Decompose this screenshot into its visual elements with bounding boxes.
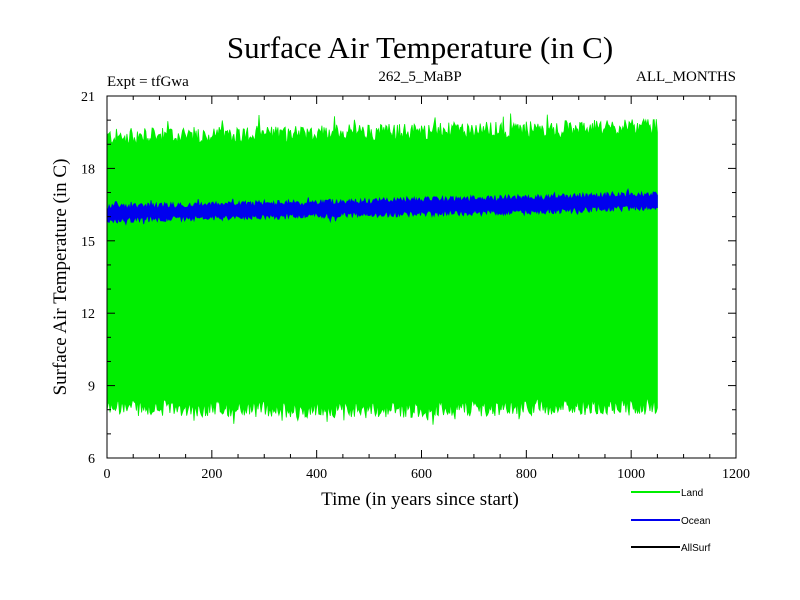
series-ocean-band — [106, 188, 658, 226]
x-tick-label: 800 — [516, 467, 537, 482]
y-tick-label: 6 — [88, 452, 95, 467]
x-tick-label: 200 — [201, 467, 222, 482]
chart-title: Surface Air Temperature (in C) — [227, 30, 613, 65]
x-axis: 0 200 400 600 800 1000 1200 — [104, 96, 750, 482]
expt-label: Expt = tfGwa — [107, 74, 189, 90]
x-tick-label: 400 — [306, 467, 327, 482]
y-axis-label: Surface Air Temperature (in C) — [50, 159, 71, 396]
legend-label-allsurf: AllSurf — [681, 543, 711, 554]
y-tick-label: 9 — [88, 380, 95, 395]
y-tick-label: 15 — [81, 235, 95, 250]
x-tick-label: 0 — [104, 467, 111, 482]
run-subtitle: 262_5_MaBP — [378, 69, 461, 85]
x-axis-label: Time (in years since start) — [321, 489, 519, 510]
series-land-band — [106, 113, 658, 425]
y-tick-label: 21 — [81, 90, 95, 105]
legend-label-land: Land — [681, 488, 703, 499]
plot-area — [106, 113, 658, 425]
legend: Land Ocean AllSurf — [631, 488, 711, 554]
x-tick-label: 1200 — [722, 467, 750, 482]
y-tick-label: 12 — [81, 307, 95, 322]
y-axis: 6 9 12 15 18 21 — [81, 90, 736, 467]
months-label: ALL_MONTHS — [636, 69, 736, 85]
x-tick-label: 600 — [411, 467, 432, 482]
y-tick-label: 18 — [81, 162, 95, 177]
x-tick-label: 1000 — [617, 467, 645, 482]
legend-label-ocean: Ocean — [681, 516, 710, 527]
